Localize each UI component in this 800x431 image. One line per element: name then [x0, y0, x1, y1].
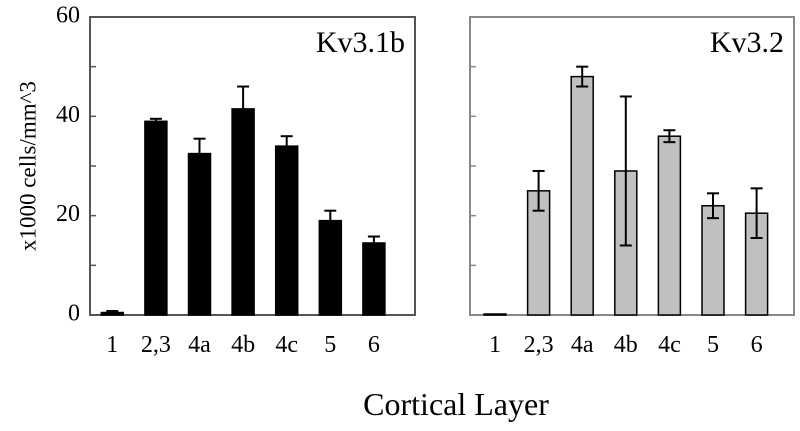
y-tick-label: 60	[56, 3, 80, 29]
y-tick-label: 20	[56, 201, 80, 227]
bar-4a	[187, 152, 212, 316]
x-tick-label: 2,3	[524, 332, 554, 358]
bar-4a	[570, 75, 594, 316]
y-axis-title: x1000 cells/mm^3	[15, 81, 40, 251]
x-axis-title: Cortical Layer	[363, 386, 549, 422]
bar-2-3	[144, 120, 168, 316]
x-tick-label: 5	[707, 332, 719, 358]
bar-4c	[274, 145, 299, 316]
y-tick-label: 40	[56, 102, 80, 128]
x-tick-label: 4b	[614, 332, 638, 358]
x-tick-label: 4b	[231, 332, 255, 358]
x-tick-label: 6	[368, 332, 380, 358]
panel-kv31b: 0 20 40 60 1 2,3 4a 4b 4c 5 6 Kv3.1b	[56, 3, 416, 358]
x-tick-label: 4a	[188, 332, 211, 358]
x-tick-label: 4c	[275, 332, 298, 358]
x-tick-label: 2,3	[141, 332, 171, 358]
bar-4b	[231, 108, 255, 316]
bar-4c	[657, 135, 682, 316]
y-tick-label: 0	[68, 301, 80, 327]
panel-kv32: 1 2,3 4a 4b 4c 5 6 Kv3.2	[469, 16, 795, 358]
x-tick-label: 4c	[658, 332, 681, 358]
x-tick-label: 4a	[571, 332, 594, 358]
panel-title: Kv3.1b	[316, 26, 405, 59]
panel-title: Kv3.2	[710, 26, 784, 59]
x-tick-label: 6	[751, 332, 763, 358]
x-tick-label: 5	[324, 332, 336, 358]
bar-5	[701, 204, 725, 316]
x-tick-label: 1	[489, 332, 501, 358]
bar-6	[362, 242, 386, 316]
bar-5	[318, 219, 343, 316]
x-tick-label: 1	[106, 332, 118, 358]
bar-1	[483, 313, 507, 316]
